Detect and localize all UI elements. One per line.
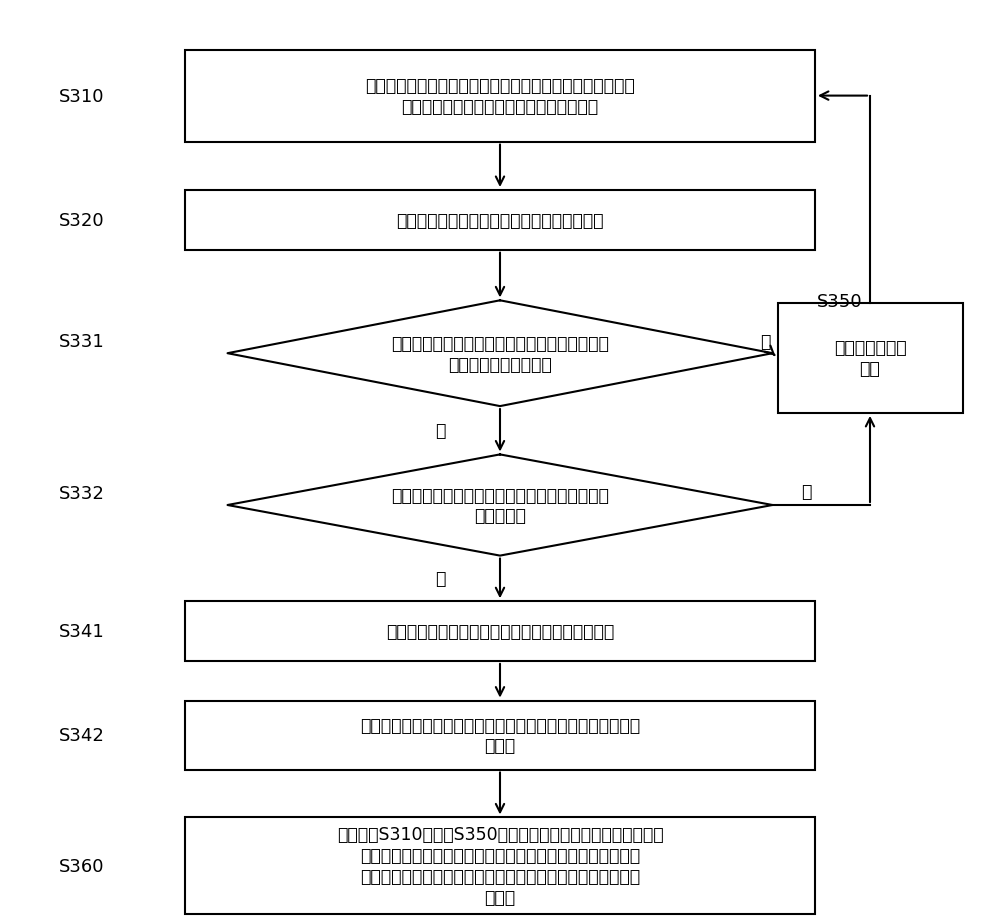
Text: S350: S350: [817, 292, 863, 311]
Text: 是: 是: [435, 570, 445, 588]
Bar: [185, 601, 815, 662]
Bar: [185, 818, 815, 913]
Text: S341: S341: [59, 622, 105, 641]
Text: 否: 否: [801, 482, 811, 501]
Text: 判断计算的主元素的分配系数与元素相对含量的
实际测量结果是否一致: 判断计算的主元素的分配系数与元素相对含量的 实际测量结果是否一致: [391, 335, 609, 373]
Text: S310: S310: [59, 87, 105, 106]
Bar: [185, 51, 815, 142]
Text: 按照计算的主元素的分配系数确定该矿物的分子式: 按照计算的主元素的分配系数确定该矿物的分子式: [386, 622, 614, 641]
Text: S360: S360: [59, 857, 105, 875]
Text: 对所述关系式进行求解得到主元素的分配系数: 对所述关系式进行求解得到主元素的分配系数: [396, 211, 604, 230]
Text: 进一步判断主元素的分配系数的计算误差是否小
于误差阈值: 进一步判断主元素的分配系数的计算误差是否小 于误差阈值: [391, 486, 609, 525]
Polygon shape: [227, 455, 772, 556]
Text: S331: S331: [59, 333, 105, 351]
Text: 重新确定分子式
模型: 重新确定分子式 模型: [834, 339, 906, 378]
Bar: [778, 303, 962, 414]
Bar: [185, 190, 815, 250]
Text: 根据该矿物的分子式计算组成该矿物的各元素在该矿物中的含
量系数: 根据该矿物的分子式计算组成该矿物的各元素在该矿物中的含 量系数: [360, 716, 640, 754]
Text: 按照步骤S310至步骤S350确定组成岩石的每一种矿物中的各元
素在该矿物中的含量系数，并根据组成岩石的每一种矿物中的
各元素在该矿物中的含量系数确定岩石中元素: 按照步骤S310至步骤S350确定组成岩石的每一种矿物中的各元 素在该矿物中的含…: [337, 825, 663, 906]
Text: 对于组成岩石的每一种矿物，根据预先测定的该矿物的摩尔
质量以及预先确定的分子式模型构建关系式: 对于组成岩石的每一种矿物，根据预先测定的该矿物的摩尔 质量以及预先确定的分子式模…: [365, 77, 635, 116]
Text: S332: S332: [59, 484, 105, 503]
Text: 否: 否: [760, 333, 770, 351]
Bar: [185, 700, 815, 769]
Text: 是: 是: [435, 422, 445, 440]
Text: S342: S342: [59, 726, 105, 744]
Text: S320: S320: [59, 211, 105, 230]
Polygon shape: [227, 301, 772, 406]
